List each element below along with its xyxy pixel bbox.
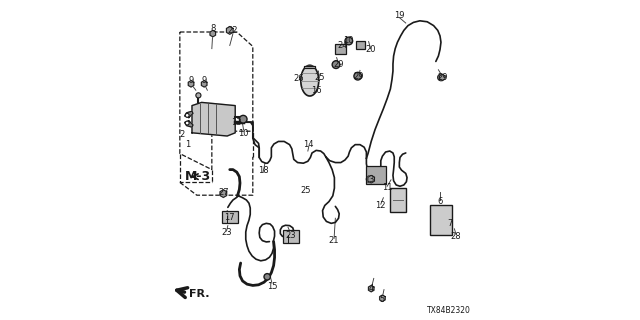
Text: 7: 7 (447, 220, 452, 228)
Circle shape (332, 61, 340, 68)
Polygon shape (227, 27, 233, 34)
Polygon shape (368, 175, 374, 183)
Polygon shape (210, 30, 216, 37)
Polygon shape (369, 285, 374, 292)
Text: 9: 9 (188, 76, 194, 85)
Polygon shape (202, 81, 207, 87)
Text: 20: 20 (365, 45, 376, 54)
Text: 22: 22 (228, 26, 238, 35)
Circle shape (186, 121, 189, 125)
Bar (390, 188, 406, 212)
Text: 25: 25 (314, 73, 324, 82)
Text: 4: 4 (369, 284, 374, 293)
Text: 14: 14 (303, 140, 314, 149)
Text: 19: 19 (394, 11, 404, 20)
Text: 6: 6 (437, 197, 443, 206)
Circle shape (367, 176, 372, 182)
Polygon shape (188, 81, 194, 87)
Text: 12: 12 (376, 201, 386, 210)
Text: FR.: FR. (189, 289, 209, 299)
Polygon shape (184, 111, 193, 118)
Text: 23: 23 (285, 231, 296, 240)
Bar (283, 230, 298, 243)
Bar (430, 205, 452, 235)
Text: 17: 17 (225, 213, 235, 222)
Text: 23: 23 (221, 228, 232, 237)
Text: 10: 10 (238, 129, 249, 138)
Text: 21: 21 (329, 236, 339, 245)
Text: 1: 1 (186, 140, 191, 149)
Polygon shape (301, 65, 319, 96)
Bar (223, 211, 239, 223)
Bar (356, 41, 365, 49)
Text: 18: 18 (258, 166, 268, 175)
Circle shape (354, 72, 362, 80)
Text: 24: 24 (338, 41, 348, 50)
Circle shape (264, 274, 270, 280)
Text: 29: 29 (333, 60, 344, 69)
Text: 25: 25 (301, 186, 311, 195)
Text: 16: 16 (312, 86, 322, 95)
Polygon shape (220, 190, 227, 197)
Text: 10: 10 (344, 36, 354, 45)
Polygon shape (440, 74, 445, 81)
Text: 15: 15 (267, 282, 277, 291)
Text: TX84B2320: TX84B2320 (426, 306, 470, 315)
Text: 11: 11 (382, 183, 392, 192)
Text: 9: 9 (202, 76, 207, 85)
Circle shape (438, 74, 444, 81)
Text: 2: 2 (179, 130, 184, 139)
Text: 5: 5 (380, 295, 385, 304)
Text: 26: 26 (294, 74, 305, 83)
Text: 28: 28 (451, 232, 461, 241)
Text: 3: 3 (369, 175, 374, 184)
Circle shape (239, 116, 247, 123)
Polygon shape (380, 295, 385, 301)
Text: 29: 29 (437, 73, 447, 82)
Text: 27: 27 (218, 188, 228, 197)
Circle shape (196, 93, 201, 98)
Circle shape (345, 37, 353, 45)
Text: M-3: M-3 (185, 170, 211, 183)
Text: 8: 8 (210, 24, 216, 33)
Polygon shape (192, 102, 236, 136)
Polygon shape (305, 66, 315, 68)
Bar (335, 44, 346, 54)
Text: 29: 29 (354, 72, 364, 81)
Polygon shape (184, 121, 193, 127)
Bar (366, 166, 385, 184)
Text: 13: 13 (232, 118, 242, 127)
Circle shape (186, 114, 189, 117)
